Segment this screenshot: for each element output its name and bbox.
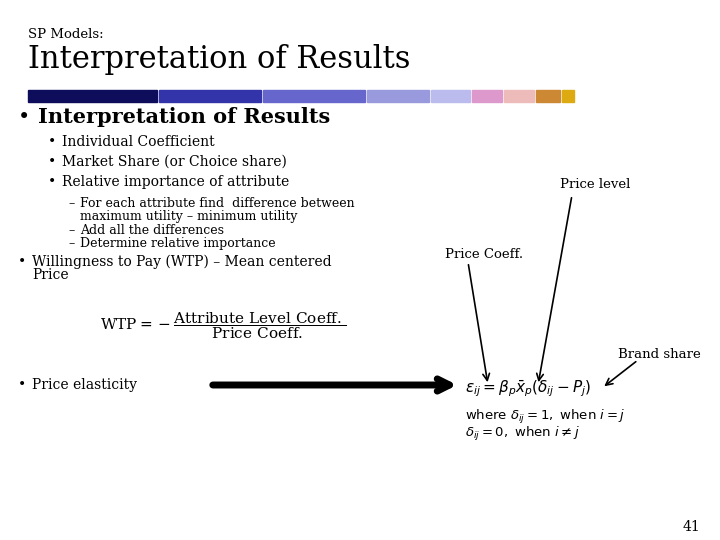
Text: •: •	[18, 378, 26, 392]
Text: For each attribute find  difference between: For each attribute find difference betwe…	[80, 197, 355, 210]
Text: $\delta_{ij} = 0,\ \mathrm{when}\ \mathit{i} \neq \mathit{j}$: $\delta_{ij} = 0,\ \mathrm{when}\ \mathi…	[465, 425, 580, 443]
Text: $\varepsilon_{ij} = \beta_p \bar{x}_p \left(\delta_{ij} - P_j\right)$: $\varepsilon_{ij} = \beta_p \bar{x}_p \l…	[465, 378, 591, 399]
Text: SP Models:: SP Models:	[28, 28, 104, 41]
Text: Price level: Price level	[560, 178, 631, 191]
Text: $\mathregular{WTP} = -\dfrac{\mathregular{Attribute\ Level\ Coeff.}}{\mathregula: $\mathregular{WTP} = -\dfrac{\mathregula…	[100, 310, 346, 341]
Text: Interpretation of Results: Interpretation of Results	[28, 44, 410, 75]
Text: maximum utility – minimum utility: maximum utility – minimum utility	[80, 210, 297, 223]
Bar	[367, 90, 429, 102]
Text: –: –	[68, 237, 74, 250]
Text: •: •	[48, 135, 56, 149]
Bar	[504, 90, 534, 102]
Text: Price: Price	[32, 268, 68, 282]
Text: Brand share: Brand share	[618, 348, 701, 361]
Text: Individual Coefficient: Individual Coefficient	[62, 135, 215, 149]
Text: –: –	[68, 224, 74, 237]
Text: 41: 41	[683, 520, 700, 534]
Text: •: •	[18, 255, 26, 269]
Bar	[562, 90, 575, 102]
Text: Add all the differences: Add all the differences	[80, 224, 224, 237]
Bar	[159, 90, 261, 102]
Text: Willingness to Pay (WTP) – Mean centered: Willingness to Pay (WTP) – Mean centered	[32, 255, 332, 269]
Text: Market Share (or Choice share): Market Share (or Choice share)	[62, 155, 287, 169]
Bar	[431, 90, 469, 102]
Text: Price elasticity: Price elasticity	[32, 378, 137, 392]
Text: •: •	[48, 175, 56, 189]
Text: –: –	[68, 197, 74, 210]
Text: Interpretation of Results: Interpretation of Results	[38, 107, 330, 127]
Text: Price Coeff.: Price Coeff.	[445, 248, 523, 261]
Bar	[472, 90, 502, 102]
Text: •: •	[18, 108, 30, 127]
Text: Determine relative importance: Determine relative importance	[80, 237, 276, 250]
Bar	[264, 90, 365, 102]
Bar	[536, 90, 559, 102]
Text: •: •	[48, 155, 56, 169]
Text: $\mathrm{where}\ \delta_{ij} = 1,\ \mathrm{when}\ \mathit{i} = \mathit{j}$: $\mathrm{where}\ \delta_{ij} = 1,\ \math…	[465, 408, 626, 426]
Bar	[28, 90, 157, 102]
Text: Relative importance of attribute: Relative importance of attribute	[62, 175, 289, 189]
